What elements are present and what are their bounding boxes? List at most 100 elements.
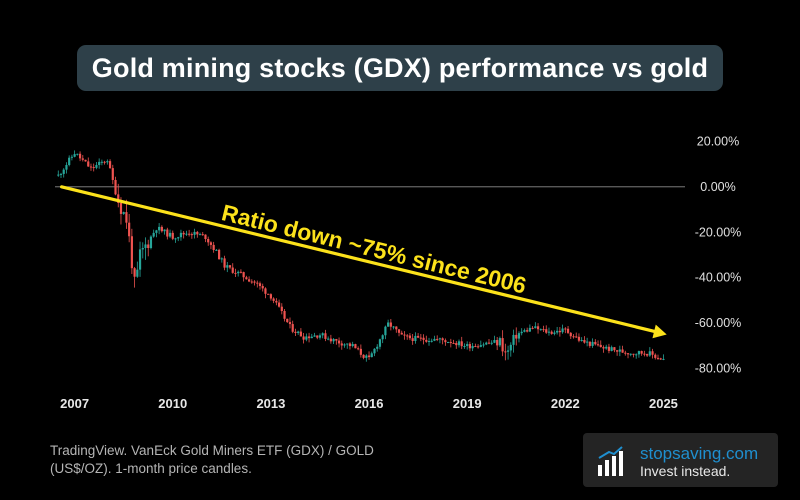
candle-body: [303, 336, 305, 339]
x-tick-label: 2007: [60, 396, 89, 411]
candle-body: [371, 353, 373, 357]
candle-body: [382, 335, 384, 339]
candle-body: [177, 237, 179, 238]
brand-name: stopsaving.com: [640, 444, 758, 464]
brand-tagline: Invest instead.: [640, 463, 730, 479]
candle-body: [651, 351, 653, 354]
candle-body: [196, 232, 198, 234]
candle-body: [403, 335, 405, 336]
candle-body: [442, 338, 444, 340]
candle-body: [507, 350, 509, 351]
candle-body: [240, 272, 242, 273]
candle-body: [57, 175, 59, 176]
candle-body: [619, 349, 621, 351]
candle-body: [439, 338, 441, 339]
candle-body: [526, 330, 528, 331]
candle-body: [357, 348, 359, 349]
candle-body: [376, 347, 378, 349]
y-tick-label: -80.00%: [695, 362, 742, 376]
candle-body: [139, 249, 141, 269]
x-tick-label: 2019: [453, 396, 482, 411]
candle-body: [578, 337, 580, 341]
candle-body: [213, 245, 215, 250]
candle-body: [109, 161, 111, 168]
candle-body: [556, 331, 558, 333]
candle-body: [232, 268, 234, 273]
candle-body: [452, 343, 454, 344]
candle-body: [234, 273, 236, 274]
candle-body: [551, 332, 553, 334]
candle-body: [420, 338, 422, 339]
candle-body: [289, 322, 291, 324]
candle-body: [570, 333, 572, 336]
candle-body: [278, 303, 280, 307]
candle-body: [60, 174, 62, 175]
candle-body: [502, 338, 504, 351]
candle-body: [504, 351, 506, 352]
candle-body: [123, 212, 125, 214]
candle-body: [632, 354, 634, 355]
candle-body: [330, 339, 332, 342]
candle-body: [589, 342, 591, 346]
candle-body: [114, 180, 116, 194]
candle-body: [461, 341, 463, 346]
candle-body: [199, 234, 201, 235]
candle-body: [548, 332, 550, 333]
candle-body: [98, 162, 100, 165]
candle-body: [221, 258, 223, 259]
y-tick-label: 20.00%: [697, 134, 739, 148]
brand-badge[interactable]: stopsaving.com Invest instead.: [583, 433, 778, 487]
candle-body: [338, 341, 340, 344]
candle-body: [515, 335, 517, 339]
candle-body: [466, 344, 468, 346]
candle-body: [414, 336, 416, 341]
candle-body: [597, 344, 599, 345]
candle-body: [174, 238, 176, 239]
candle-body: [136, 270, 138, 277]
candle-body: [286, 319, 288, 322]
candle-body: [537, 326, 539, 329]
candle-body: [431, 341, 433, 342]
candle-body: [237, 272, 239, 273]
candle-body: [253, 282, 255, 283]
y-tick-label: -40.00%: [695, 271, 742, 285]
candle-body: [218, 250, 220, 259]
candle-body: [82, 158, 84, 159]
y-tick-label: -20.00%: [695, 225, 742, 239]
candle-body: [120, 203, 122, 214]
candle-body: [662, 359, 664, 360]
candle-body: [529, 328, 531, 332]
candle-body: [76, 154, 78, 155]
candle-body: [518, 333, 520, 338]
candle-body: [362, 355, 364, 358]
candle-body: [153, 233, 155, 237]
candle-body: [532, 328, 534, 329]
candle-body: [74, 154, 76, 157]
candle-body: [319, 335, 321, 337]
candle-body: [586, 342, 588, 343]
candle-body: [273, 299, 275, 301]
candle-body: [259, 283, 261, 286]
candle-body: [106, 161, 108, 162]
candle-body: [521, 332, 523, 333]
candle-body: [545, 329, 547, 333]
candle-body: [215, 250, 217, 251]
trend-arrow-head: [652, 325, 666, 339]
candle-body: [630, 354, 632, 355]
x-tick-label: 2025: [649, 396, 678, 411]
candle-body: [540, 329, 542, 330]
candle-body: [365, 355, 367, 357]
candle-body: [101, 162, 103, 163]
candle-body: [542, 329, 544, 330]
candle-body: [87, 161, 89, 166]
candle-body: [455, 343, 457, 345]
candle-body: [450, 342, 452, 343]
candle-body: [183, 233, 185, 235]
candle-body: [581, 340, 583, 341]
y-tick-label: -60.00%: [695, 316, 742, 330]
candle-body: [624, 353, 626, 354]
candle-body: [193, 232, 195, 235]
candle-body: [245, 277, 247, 279]
candle-body: [311, 337, 313, 338]
x-tick-label: 2022: [551, 396, 580, 411]
